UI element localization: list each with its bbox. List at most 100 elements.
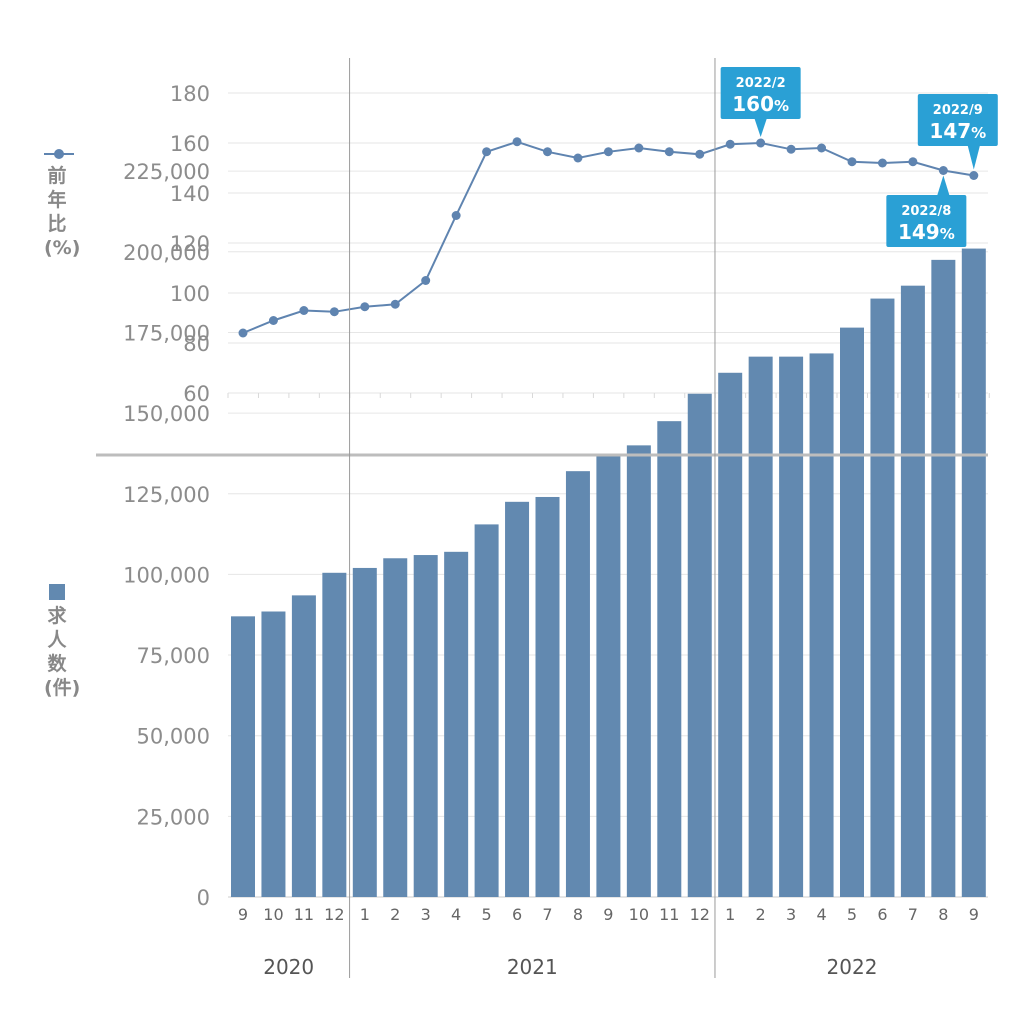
bar-ytick-label: 75,000 bbox=[137, 644, 210, 668]
callout-value-number: 160 bbox=[732, 92, 774, 116]
bar-20 bbox=[840, 327, 864, 898]
line-ytick-label: 180 bbox=[170, 82, 210, 106]
line-point-18 bbox=[786, 144, 796, 154]
bar-10 bbox=[535, 496, 560, 897]
line-point-16 bbox=[725, 139, 735, 149]
line-point-1 bbox=[268, 316, 278, 325]
line-point-11 bbox=[573, 153, 583, 163]
bar-7 bbox=[444, 551, 469, 897]
bar-8 bbox=[474, 524, 499, 897]
bar-4 bbox=[352, 567, 377, 897]
callout-value: 160% bbox=[732, 92, 789, 116]
line-point-13 bbox=[634, 143, 644, 153]
line-ytick-label: 60 bbox=[183, 382, 210, 406]
line-point-22 bbox=[908, 157, 918, 167]
callout-date: 2022/9 bbox=[933, 103, 983, 118]
bar-11 bbox=[565, 471, 590, 897]
month-label: 6 bbox=[877, 905, 887, 924]
month-label: 9 bbox=[238, 905, 248, 924]
month-label: 9 bbox=[603, 905, 613, 924]
line-series-path bbox=[242, 140, 974, 334]
month-label: 4 bbox=[451, 905, 461, 924]
bar-ytick-label: 25,000 bbox=[137, 805, 210, 829]
callout-value-unit: % bbox=[971, 124, 986, 142]
callout-date: 2022/8 bbox=[901, 204, 951, 219]
month-label: 4 bbox=[816, 905, 826, 924]
line-legend-marker bbox=[44, 149, 74, 159]
line-point-5 bbox=[390, 299, 400, 309]
year-label: 2021 bbox=[507, 955, 558, 979]
bar-ytick-label: 200,000 bbox=[123, 241, 210, 265]
bar-16 bbox=[718, 372, 743, 897]
callout-value-unit: % bbox=[774, 97, 789, 115]
line-point-8 bbox=[482, 147, 492, 157]
bar-3 bbox=[322, 572, 347, 897]
month-label: 10 bbox=[263, 905, 283, 924]
line-point-17 bbox=[756, 138, 766, 148]
bar-ytick-label: 150,000 bbox=[123, 402, 210, 426]
month-label: 11 bbox=[659, 905, 679, 924]
line-point-20 bbox=[847, 157, 857, 167]
month-label: 8 bbox=[573, 905, 583, 924]
line-ytick-label: 140 bbox=[170, 182, 210, 206]
bar-14 bbox=[657, 421, 682, 897]
bar-19 bbox=[809, 353, 834, 897]
bar-17 bbox=[748, 356, 773, 897]
callout-box bbox=[720, 67, 801, 119]
line-point-7 bbox=[451, 211, 461, 220]
callout-pointer bbox=[937, 175, 950, 195]
line-ytick-label: 100 bbox=[170, 282, 210, 306]
callout-value-number: 147 bbox=[929, 119, 971, 143]
line-ytick-label: 80 bbox=[183, 332, 210, 356]
bar-ytick-label: 100,000 bbox=[123, 563, 210, 587]
line-point-19 bbox=[817, 143, 827, 153]
bar-22 bbox=[900, 285, 925, 898]
month-label: 1 bbox=[725, 905, 735, 924]
month-label: 7 bbox=[542, 905, 552, 924]
line-axis-label: 前年比(%) bbox=[44, 148, 80, 260]
line-point-3 bbox=[329, 307, 339, 317]
month-label: 3 bbox=[421, 905, 431, 924]
year-label: 2020 bbox=[263, 955, 314, 979]
bar-6 bbox=[413, 555, 438, 897]
bar-1 bbox=[261, 611, 286, 897]
line-point-4 bbox=[360, 302, 370, 312]
bar-axis-label: 求人数(件) bbox=[44, 584, 81, 700]
bar-15 bbox=[687, 393, 712, 897]
month-label: 2 bbox=[390, 905, 400, 924]
bar-ylabel-text: 求人数(件) bbox=[44, 605, 81, 699]
callout-value: 149% bbox=[898, 220, 955, 244]
month-label: 3 bbox=[786, 905, 796, 924]
callout-pointer bbox=[754, 119, 767, 137]
bar-ytick-label: 225,000 bbox=[123, 160, 210, 184]
callout-box bbox=[886, 195, 967, 247]
callout-value: 147% bbox=[929, 119, 986, 143]
callout-box bbox=[917, 94, 998, 146]
month-label: 8 bbox=[938, 905, 948, 924]
line-ytick-label: 160 bbox=[170, 132, 210, 156]
bar-2 bbox=[291, 595, 316, 897]
callout-date: 2022/2 bbox=[736, 76, 786, 91]
month-label: 11 bbox=[294, 905, 314, 924]
line-point-23 bbox=[938, 166, 948, 175]
callout-value-unit: % bbox=[940, 225, 955, 243]
line-point-12 bbox=[603, 147, 613, 157]
month-label: 6 bbox=[512, 905, 522, 924]
line-point-2 bbox=[299, 306, 309, 315]
bar-ytick-label: 0 bbox=[197, 886, 210, 910]
bar-5 bbox=[383, 558, 408, 897]
bar-ytick-label: 125,000 bbox=[123, 483, 210, 507]
month-label: 1 bbox=[360, 905, 370, 924]
month-label: 7 bbox=[908, 905, 918, 924]
bar-12 bbox=[596, 455, 621, 897]
bar-legend-marker bbox=[49, 584, 65, 600]
bar-9 bbox=[505, 501, 530, 897]
month-label: 5 bbox=[482, 905, 492, 924]
bar-23 bbox=[931, 259, 956, 897]
line-ytick-label: 120 bbox=[170, 232, 210, 256]
line-point-24 bbox=[969, 171, 979, 180]
bar-13 bbox=[626, 445, 651, 897]
